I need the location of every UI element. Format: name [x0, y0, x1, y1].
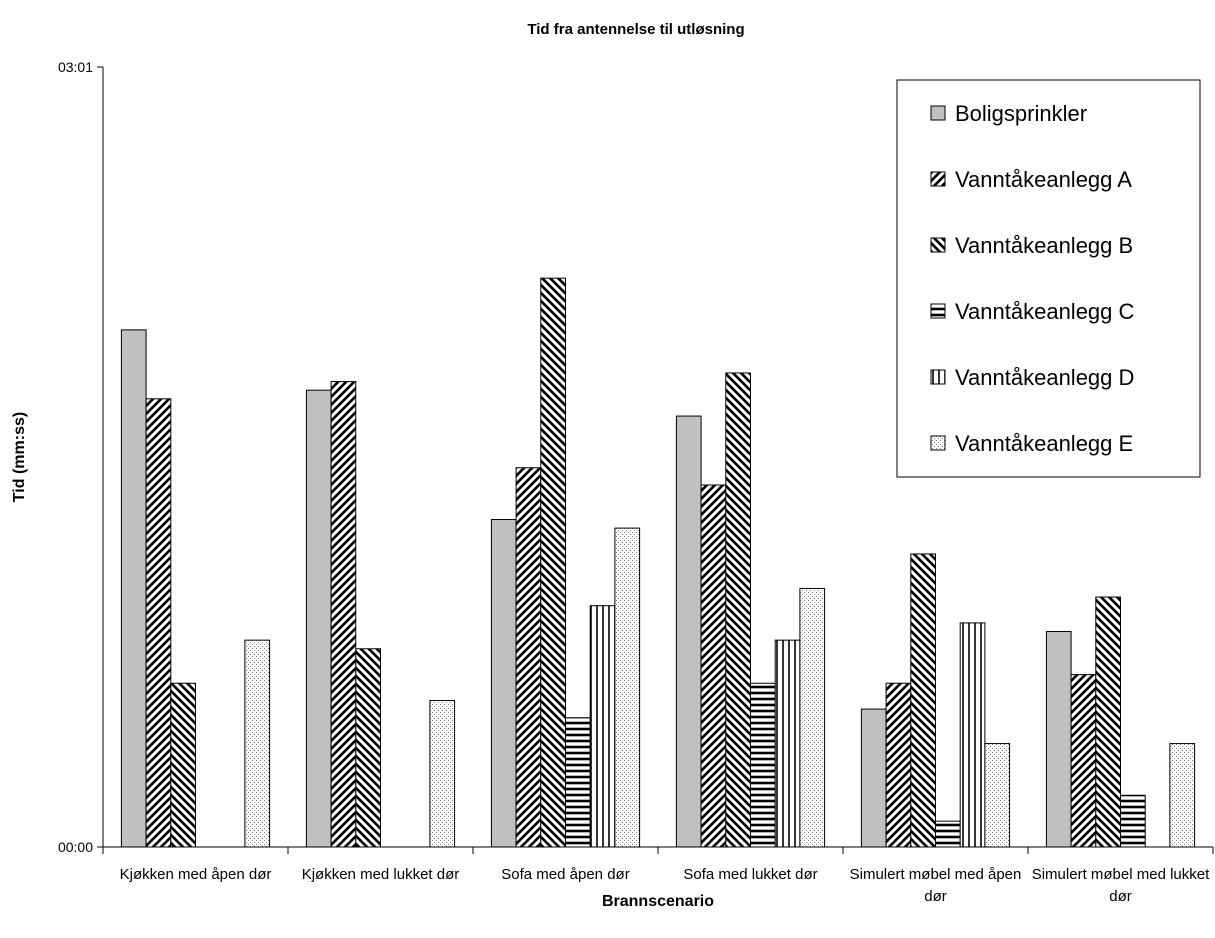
legend-label: Vanntåkeanlegg B [955, 233, 1133, 258]
bar [675, 415, 702, 848]
bar [330, 381, 357, 848]
chart-title: Tid fra antennelse til utløsning [527, 21, 744, 38]
legend-swatch [930, 369, 946, 385]
bar [589, 605, 616, 848]
bar [750, 682, 776, 848]
legend-swatch [930, 435, 946, 451]
legend-label: Vanntåkeanlegg A [955, 167, 1132, 192]
bar [614, 527, 641, 848]
bar [910, 553, 936, 848]
bar [799, 587, 826, 848]
y-tick-label: 00:00 [58, 839, 93, 855]
bar [305, 389, 332, 848]
x-tick-label: Kjøkken med åpen dør [119, 866, 272, 883]
y-tick-label: 03:01 [58, 59, 93, 75]
bar [885, 682, 912, 848]
bar [490, 518, 517, 848]
bar [1120, 794, 1146, 848]
legend-swatch [930, 171, 946, 187]
legend-swatch [930, 105, 946, 121]
bar [1070, 674, 1097, 848]
x-tick-label: Simulert møbel med åpen dør [849, 866, 1022, 905]
legend-box [896, 79, 1201, 478]
bar [700, 484, 727, 848]
bar [515, 467, 542, 848]
bar [565, 717, 591, 848]
legend-label: Vanntåkeanlegg E [955, 431, 1133, 456]
x-tick-label: Kjøkken med lukket dør [301, 866, 460, 883]
x-tick-label: Simulert møbel med lukket dør [1031, 866, 1210, 905]
x-tick-label: Sofa med lukket dør [683, 866, 818, 883]
legend-swatch [930, 303, 946, 319]
bar [860, 708, 887, 848]
legend-label: Vanntåkeanlegg D [955, 365, 1134, 390]
bar [725, 372, 751, 848]
bar [935, 820, 961, 848]
bar [429, 699, 456, 848]
bar [120, 329, 147, 848]
y-axis-title: Tid (mm:ss) [11, 412, 28, 502]
bar [1169, 743, 1196, 848]
legend-label: Vanntåkeanlegg C [955, 299, 1135, 324]
bar [1045, 631, 1072, 848]
bar [540, 277, 566, 848]
bar [145, 398, 172, 848]
bar [984, 743, 1011, 848]
bar [959, 622, 986, 848]
bar [355, 648, 381, 848]
bar [244, 639, 271, 848]
bar [774, 639, 801, 848]
bar [170, 682, 197, 848]
x-axis-title: Brannscenario [602, 893, 714, 910]
legend-label: Boligsprinkler [955, 101, 1087, 126]
legend-swatch [930, 237, 946, 253]
x-tick-label: Sofa med åpen dør [501, 866, 630, 883]
bar [1095, 596, 1122, 848]
